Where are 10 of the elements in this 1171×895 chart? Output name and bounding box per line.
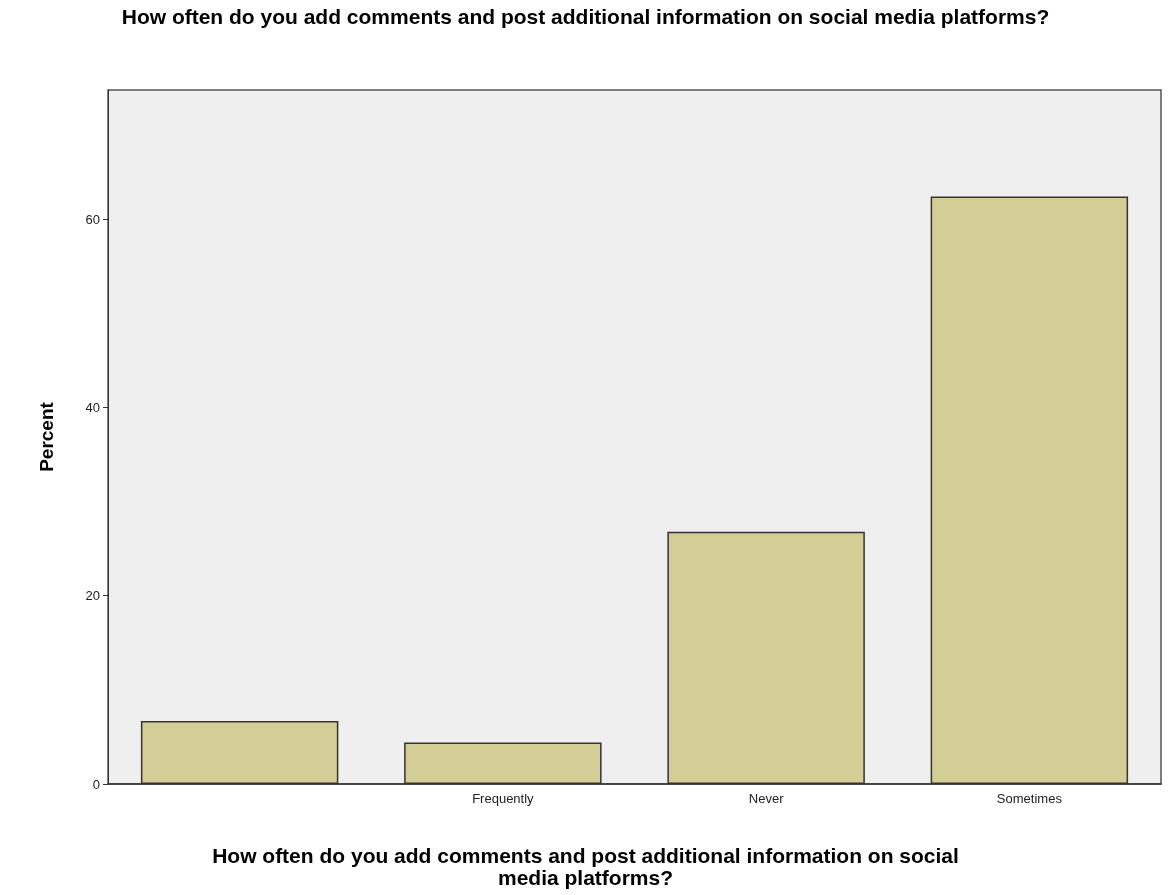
chart-title: How often do you add comments and post additional information on social media platforms? bbox=[120, 5, 1051, 28]
y-tick-label: 0 bbox=[92, 776, 100, 792]
y-axis-title: Percent bbox=[36, 401, 57, 472]
x-tick-label: Never bbox=[748, 791, 785, 806]
y-tick-label: 60 bbox=[85, 211, 100, 227]
x-axis-title: How often do you add comments and post additional information on social media platforms? bbox=[211, 844, 960, 889]
x-tick-label: Sometimes bbox=[996, 791, 1063, 806]
y-tick-label: 20 bbox=[85, 588, 100, 604]
y-tick-label: 40 bbox=[85, 399, 100, 415]
x-tick-label: Frequently bbox=[472, 791, 535, 806]
